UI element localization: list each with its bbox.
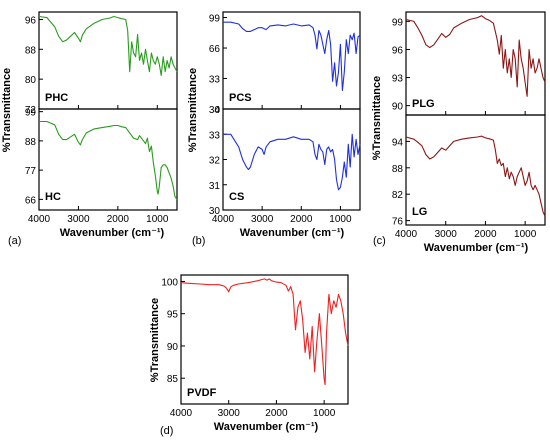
subplot-pvdf: 85 90 95 100 PVDF 4000 3000 2000 1000 xyxy=(161,274,349,419)
y-tick-label: 99 xyxy=(392,17,404,28)
y-tick-label: 94 xyxy=(392,137,404,148)
y-tick-label: 66 xyxy=(209,44,221,55)
y-tick-label: 88 xyxy=(25,45,37,56)
plot-frame xyxy=(38,108,178,211)
x-tick-label: 3000 xyxy=(251,214,274,225)
y-tick-label: 95 xyxy=(167,310,179,321)
y-tick-label: 90 xyxy=(167,342,179,353)
series-line-cs xyxy=(223,133,361,191)
panel-label-c: (c) xyxy=(373,235,386,247)
y-tick-label: 96 xyxy=(25,15,37,26)
x-tick-label: 3000 xyxy=(67,214,90,225)
y-tick-label: 32 xyxy=(209,156,221,167)
series-label-hc: HC xyxy=(45,191,61,203)
y-tick-label: 82 xyxy=(392,190,404,201)
series-label-pvdf: PVDF xyxy=(187,387,217,399)
x-tick-label: 1000 xyxy=(514,229,537,240)
chart-panel-a: 72 80 88 96 PHC 66 77 88 99 HC 4000 3000 2000 1000 Wav… xyxy=(1,11,178,247)
y-tick-label: 88 xyxy=(25,137,37,148)
plot-frame xyxy=(405,114,546,226)
subplot-cs: 30 31 32 33 34 CS 4000 3000 2000 1000 xyxy=(209,105,361,225)
series-line-phc xyxy=(38,15,178,76)
y-axis-label: %Transmittance xyxy=(1,68,13,152)
x-tick-label: 1000 xyxy=(313,408,336,419)
y-tick-label: 77 xyxy=(25,166,37,177)
x-tick-label: 2000 xyxy=(265,408,288,419)
panel-label-d: (d) xyxy=(160,425,173,437)
series-line-pcs xyxy=(223,21,361,92)
y-tick-label: 72 xyxy=(25,105,37,116)
subplot-phc: 72 80 88 96 PHC xyxy=(25,11,178,116)
y-tick-label: 96 xyxy=(392,45,404,56)
subplot-pcs: 0 33 66 99 PCS xyxy=(209,11,361,116)
chart-panel-c: 90 93 96 99 PLG 76 82 88 94 LG 4000 3000 2000 1000 Wav… xyxy=(371,11,546,254)
series-line-plg xyxy=(405,15,546,97)
panel-label-b: (b) xyxy=(192,235,205,247)
series-label-pcs: PCS xyxy=(229,92,252,104)
chart-panel-d: 85 90 95 100 PVDF 4000 3000 2000 1000 Wavenumber … xyxy=(149,274,349,437)
x-tick-label: 1000 xyxy=(146,214,169,225)
x-tick-label: 2000 xyxy=(474,229,497,240)
subplot-hc: 66 77 88 99 HC 4000 3000 2000 1000 xyxy=(25,108,178,225)
y-axis-label: %Transmittance xyxy=(187,68,199,152)
series-label-cs: CS xyxy=(229,191,244,203)
subplot-lg: 76 82 88 94 LG 4000 3000 2000 1000 xyxy=(392,114,546,240)
y-axis-label: %Transmittance xyxy=(149,298,161,382)
y-tick-label: 0 xyxy=(214,105,220,116)
y-tick-label: 99 xyxy=(209,14,221,25)
series-line-pvdf xyxy=(180,278,349,386)
y-tick-label: 33 xyxy=(209,75,221,86)
x-tick-label: 3000 xyxy=(435,229,458,240)
x-axis-label: Wavenumber (cm⁻¹) xyxy=(60,227,165,239)
y-tick-label: 85 xyxy=(167,374,179,385)
plot-frame xyxy=(180,274,349,405)
chart-panel-b: 0 33 66 99 PCS 30 31 32 33 34 CS 4000 3000 2000 1000 Wa… xyxy=(187,11,361,247)
y-tick-label: 90 xyxy=(392,102,404,113)
x-tick-label: 4000 xyxy=(212,214,235,225)
series-label-phc: PHC xyxy=(45,92,68,104)
x-tick-label: 4000 xyxy=(395,229,418,240)
y-tick-label: 99 xyxy=(25,108,37,119)
x-axis-label: Wavenumber (cm⁻¹) xyxy=(240,227,345,239)
y-tick-label: 33 xyxy=(209,130,221,141)
y-tick-label: 66 xyxy=(25,195,37,206)
x-tick-label: 2000 xyxy=(290,214,313,225)
series-line-hc xyxy=(39,120,178,200)
y-tick-label: 93 xyxy=(392,74,404,85)
x-tick-label: 4000 xyxy=(28,214,51,225)
series-label-lg: LG xyxy=(412,206,427,218)
y-axis-label: %Transmittance xyxy=(371,76,383,160)
x-tick-label: 3000 xyxy=(218,408,241,419)
x-axis-label: Wavenumber (cm⁻¹) xyxy=(214,421,319,433)
y-tick-label: 80 xyxy=(25,75,37,86)
panel-label-a: (a) xyxy=(8,235,21,247)
y-tick-label: 31 xyxy=(209,181,221,192)
subplot-plg: 90 93 96 99 PLG xyxy=(392,11,546,116)
y-tick-label: 100 xyxy=(161,277,178,288)
x-tick-label: 1000 xyxy=(329,214,352,225)
y-tick-label: 76 xyxy=(392,217,404,228)
y-tick-label: 88 xyxy=(392,164,404,175)
series-label-plg: PLG xyxy=(412,98,435,110)
x-tick-label: 4000 xyxy=(170,408,193,419)
series-line-lg xyxy=(405,135,546,217)
x-axis-label: Wavenumber (cm⁻¹) xyxy=(424,242,529,254)
x-tick-label: 2000 xyxy=(107,214,130,225)
y-tick-label: 34 xyxy=(209,105,221,116)
y-tick-label: 30 xyxy=(209,206,221,217)
